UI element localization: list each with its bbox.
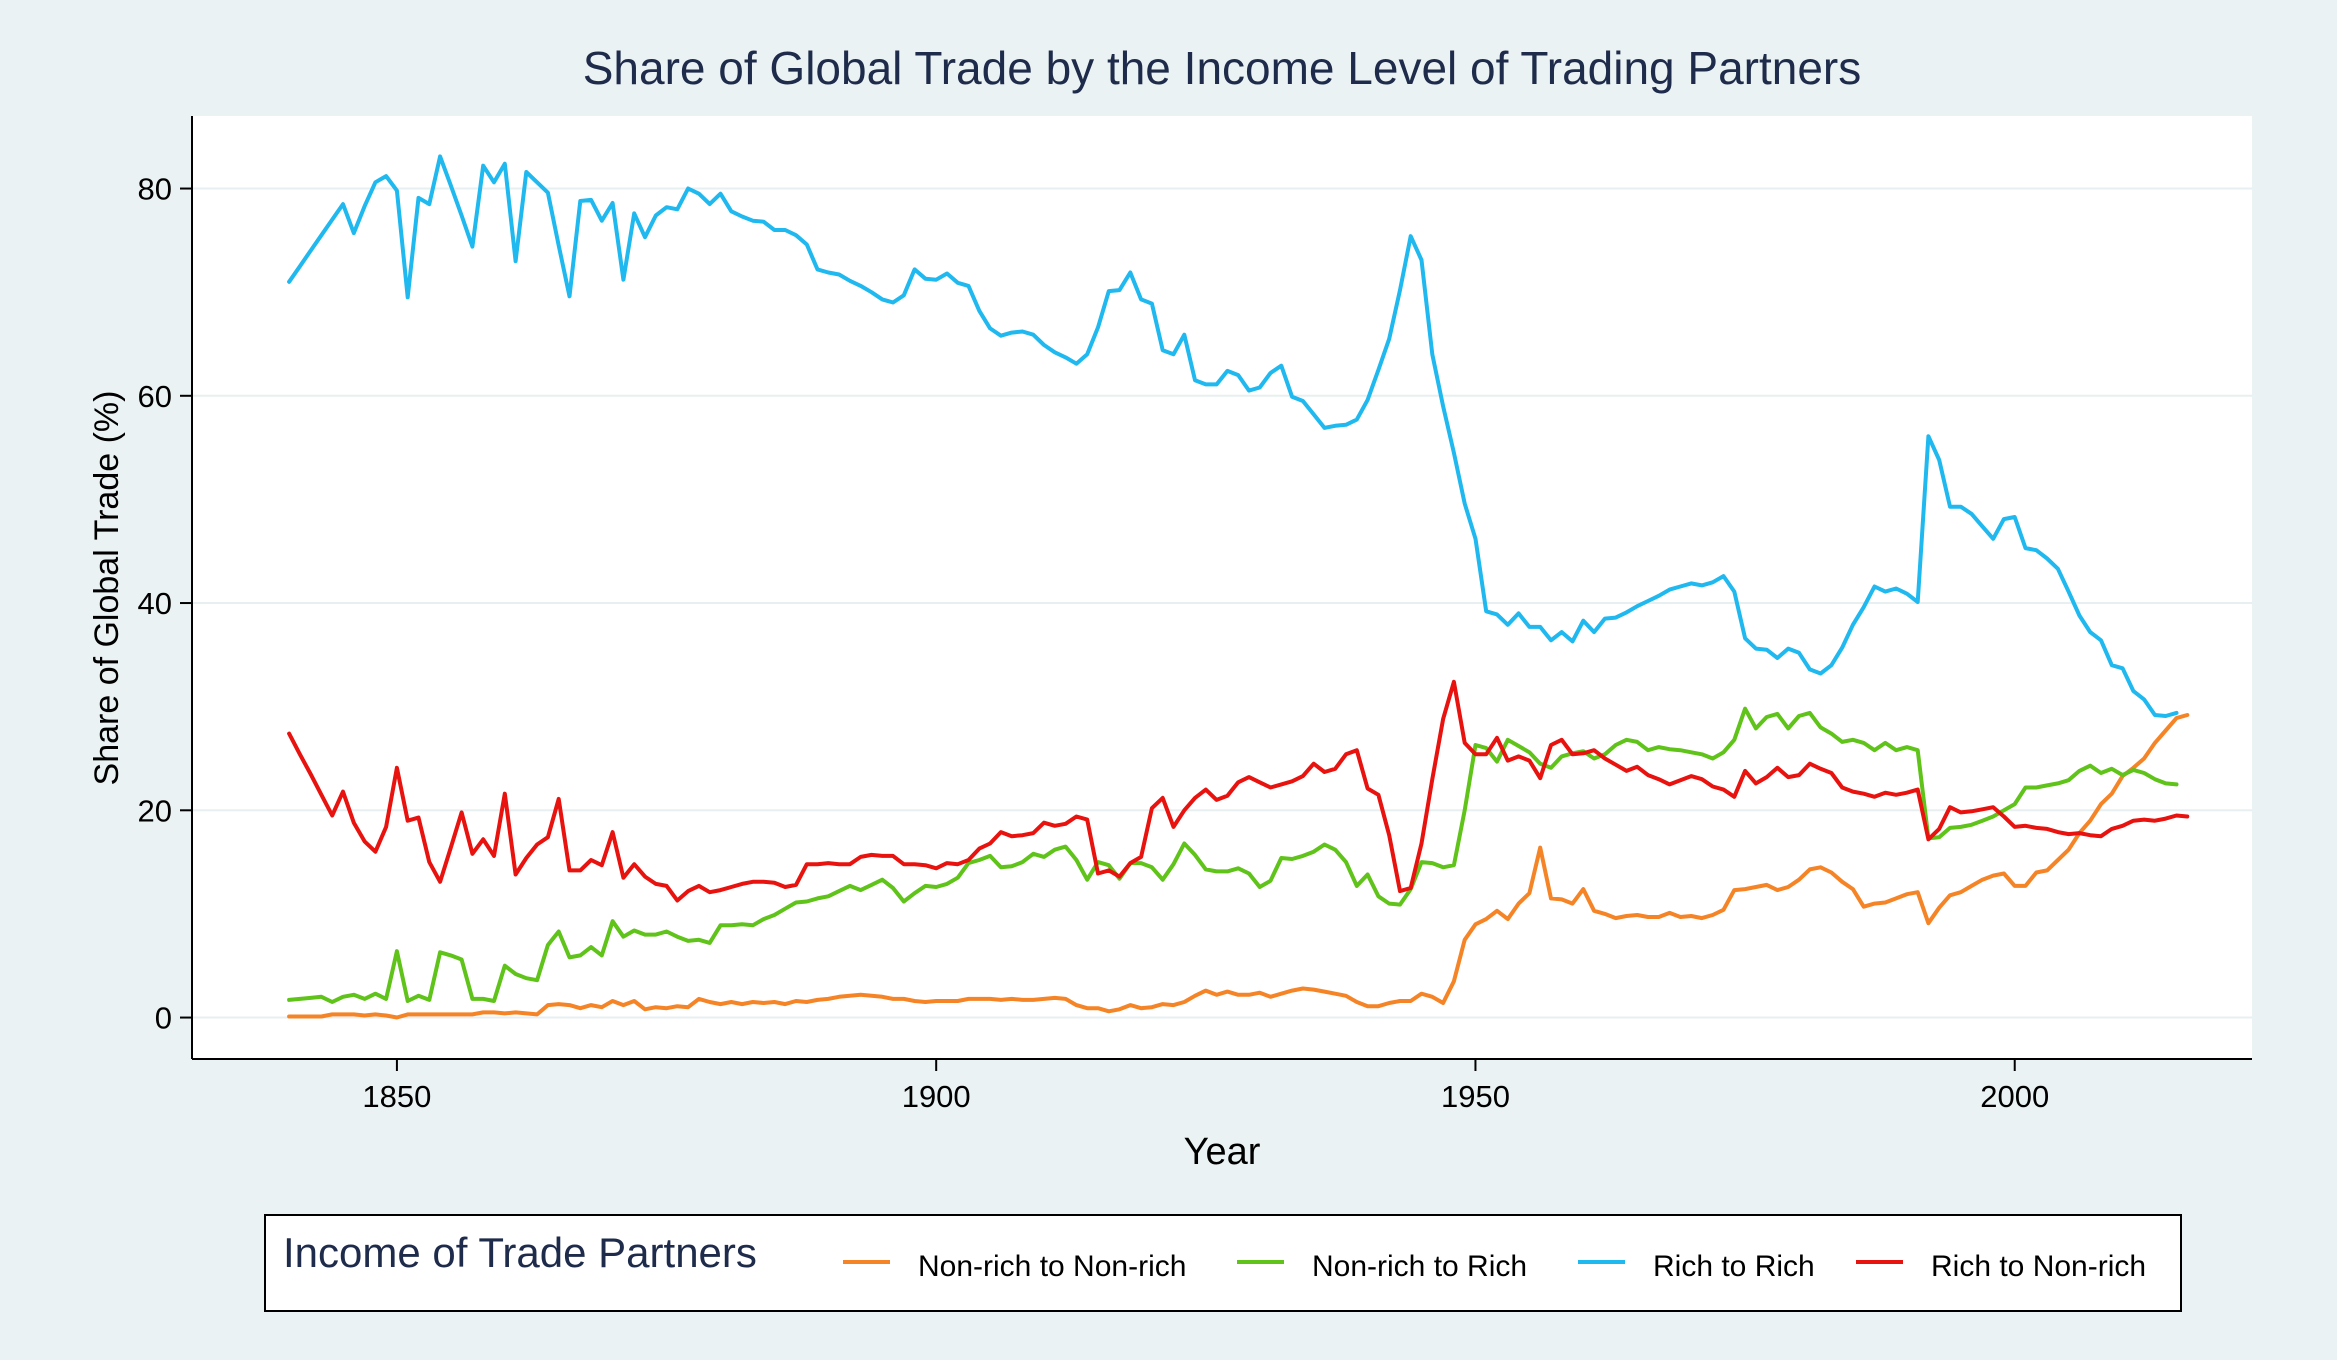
x-tick-label: 1850 [362, 1079, 431, 1114]
series-line-non-rich-to-rich [287, 706, 2179, 1004]
y-tick-label: 40 [138, 586, 172, 621]
x-tick-label: 1950 [1441, 1079, 1510, 1114]
series-line-rich-to-rich [287, 154, 2179, 718]
plot-area [192, 116, 2252, 1059]
x-ticks: 1850 1900 1950 2000 [362, 1059, 2049, 1114]
chart-title: Share of Global Trade by the Income Leve… [583, 42, 1862, 94]
y-tick-label: 20 [138, 793, 172, 828]
legend-title: Income of Trade Partners [283, 1229, 757, 1276]
x-tick-label: 2000 [1980, 1079, 2049, 1114]
legend-label: Non-rich to Non-rich [918, 1250, 1186, 1283]
y-tick-label: 60 [138, 379, 172, 414]
legend-label: Non-rich to Rich [1312, 1250, 1527, 1283]
series-line-non-rich-to-non-rich [287, 713, 2190, 1020]
gridlines [192, 187, 2252, 1019]
legend: Income of Trade Partners Non-rich to Non… [264, 1214, 2182, 1312]
legend-label: Rich to Non-rich [1931, 1250, 2146, 1283]
series-line-rich-to-non-rich [287, 679, 2190, 903]
y-tick-label: 0 [155, 1001, 172, 1036]
legend-items: Non-rich to Non-rich Non-rich to Rich Rich… [843, 1250, 2146, 1283]
y-ticks: 0 20 40 60 80 [138, 172, 192, 1036]
x-tick-label: 1900 [902, 1079, 971, 1114]
y-tick-label: 80 [138, 172, 172, 207]
legend-label: Rich to Rich [1653, 1250, 1815, 1283]
y-axis-title: Share of Global Trade (%) [88, 391, 126, 786]
x-axis-title: Year [1184, 1131, 1261, 1173]
series-lines [287, 154, 2190, 1020]
